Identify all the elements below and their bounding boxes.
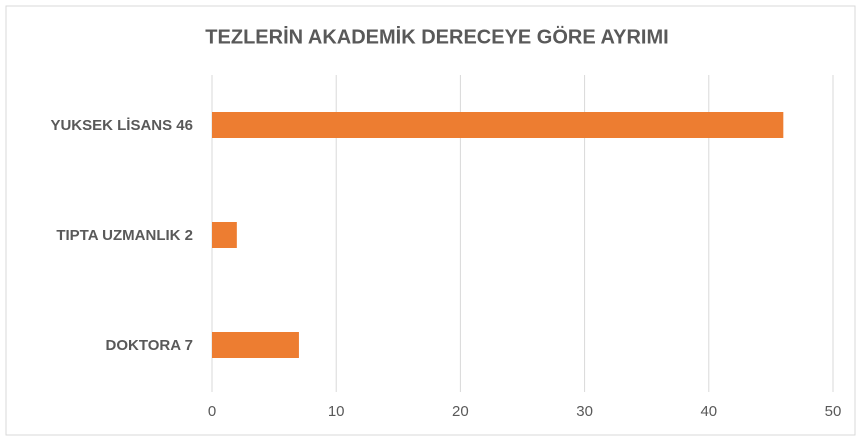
y-tick-label: YUKSEK LİSANS 46	[50, 117, 193, 134]
chart-title: TEZLERİN AKADEMİK DERECEYE GÖRE AYRIMI	[205, 25, 668, 48]
y-tick-label: TIPTA UZMANLIK 2	[56, 227, 193, 244]
bar	[212, 332, 299, 358]
bar	[212, 222, 237, 248]
x-tick-label: 40	[700, 403, 717, 420]
y-tick-label: DOKTORA 7	[105, 337, 193, 354]
bar	[212, 112, 784, 138]
x-tick-label: 20	[452, 403, 469, 420]
x-tick-label: 0	[208, 403, 216, 420]
chart-border	[5, 5, 856, 436]
x-tick-label: 10	[328, 403, 345, 420]
x-tick-label: 50	[825, 403, 842, 420]
x-tick-label: 30	[576, 403, 593, 420]
